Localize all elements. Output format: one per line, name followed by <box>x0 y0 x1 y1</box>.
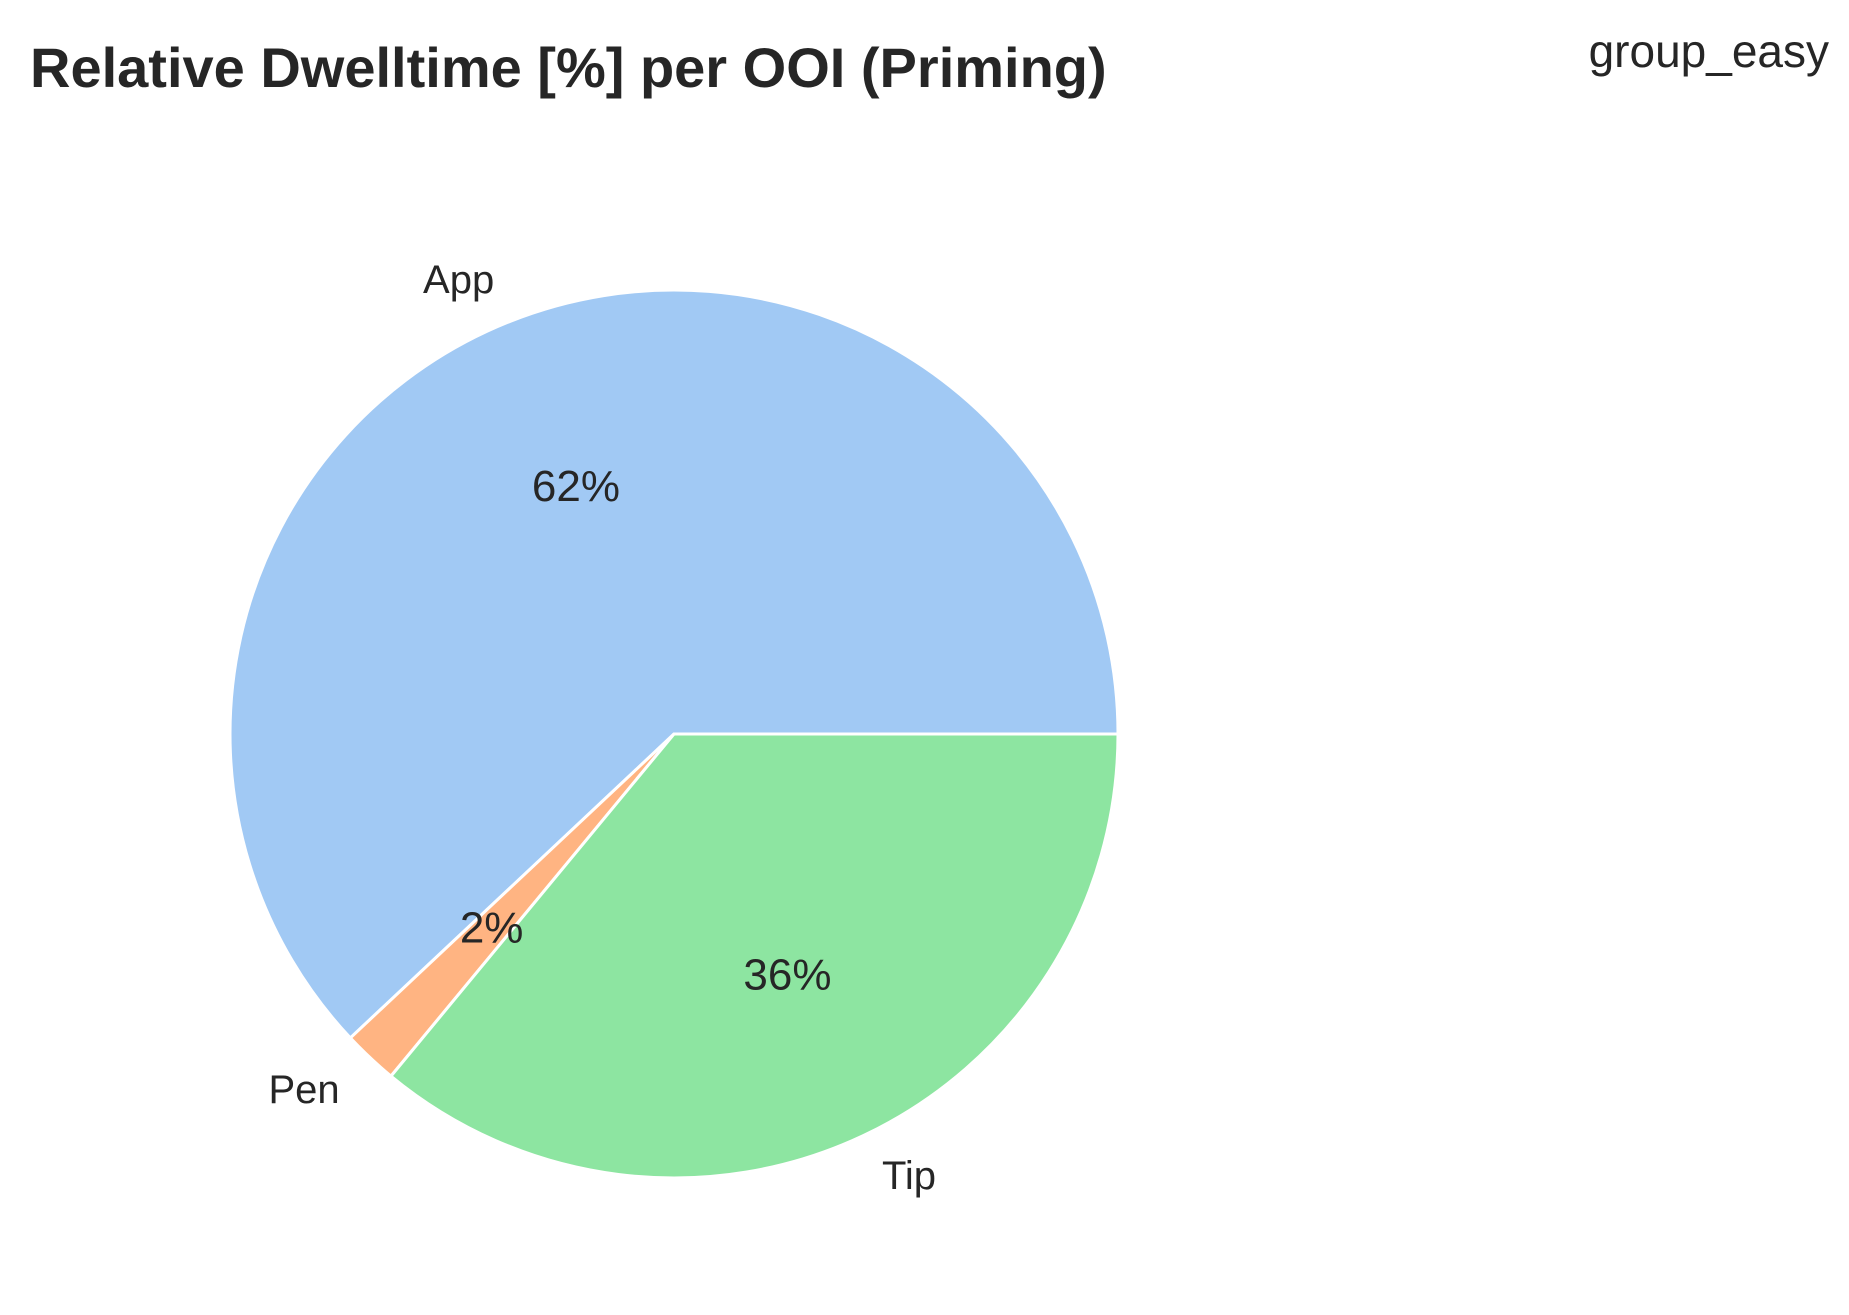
slice-pct-pen: 2% <box>460 904 524 953</box>
slice-label-pen: Pen <box>268 1068 339 1112</box>
group-label: group_easy <box>1588 25 1829 77</box>
slice-pct-tip: 36% <box>743 951 831 1000</box>
pie-labels: App 62% Pen 2% Tip 36% <box>268 258 936 1198</box>
pie-slice-app <box>228 288 1120 1040</box>
slice-label-app: App <box>423 258 494 302</box>
pie-slice-tip <box>389 732 1120 1180</box>
chart-title: Relative Dwelltime [%] per OOI (Priming) <box>30 36 1107 99</box>
pie-slices <box>228 288 1120 1180</box>
slice-label-tip: Tip <box>882 1154 936 1198</box>
slice-pct-app: 62% <box>532 462 620 511</box>
